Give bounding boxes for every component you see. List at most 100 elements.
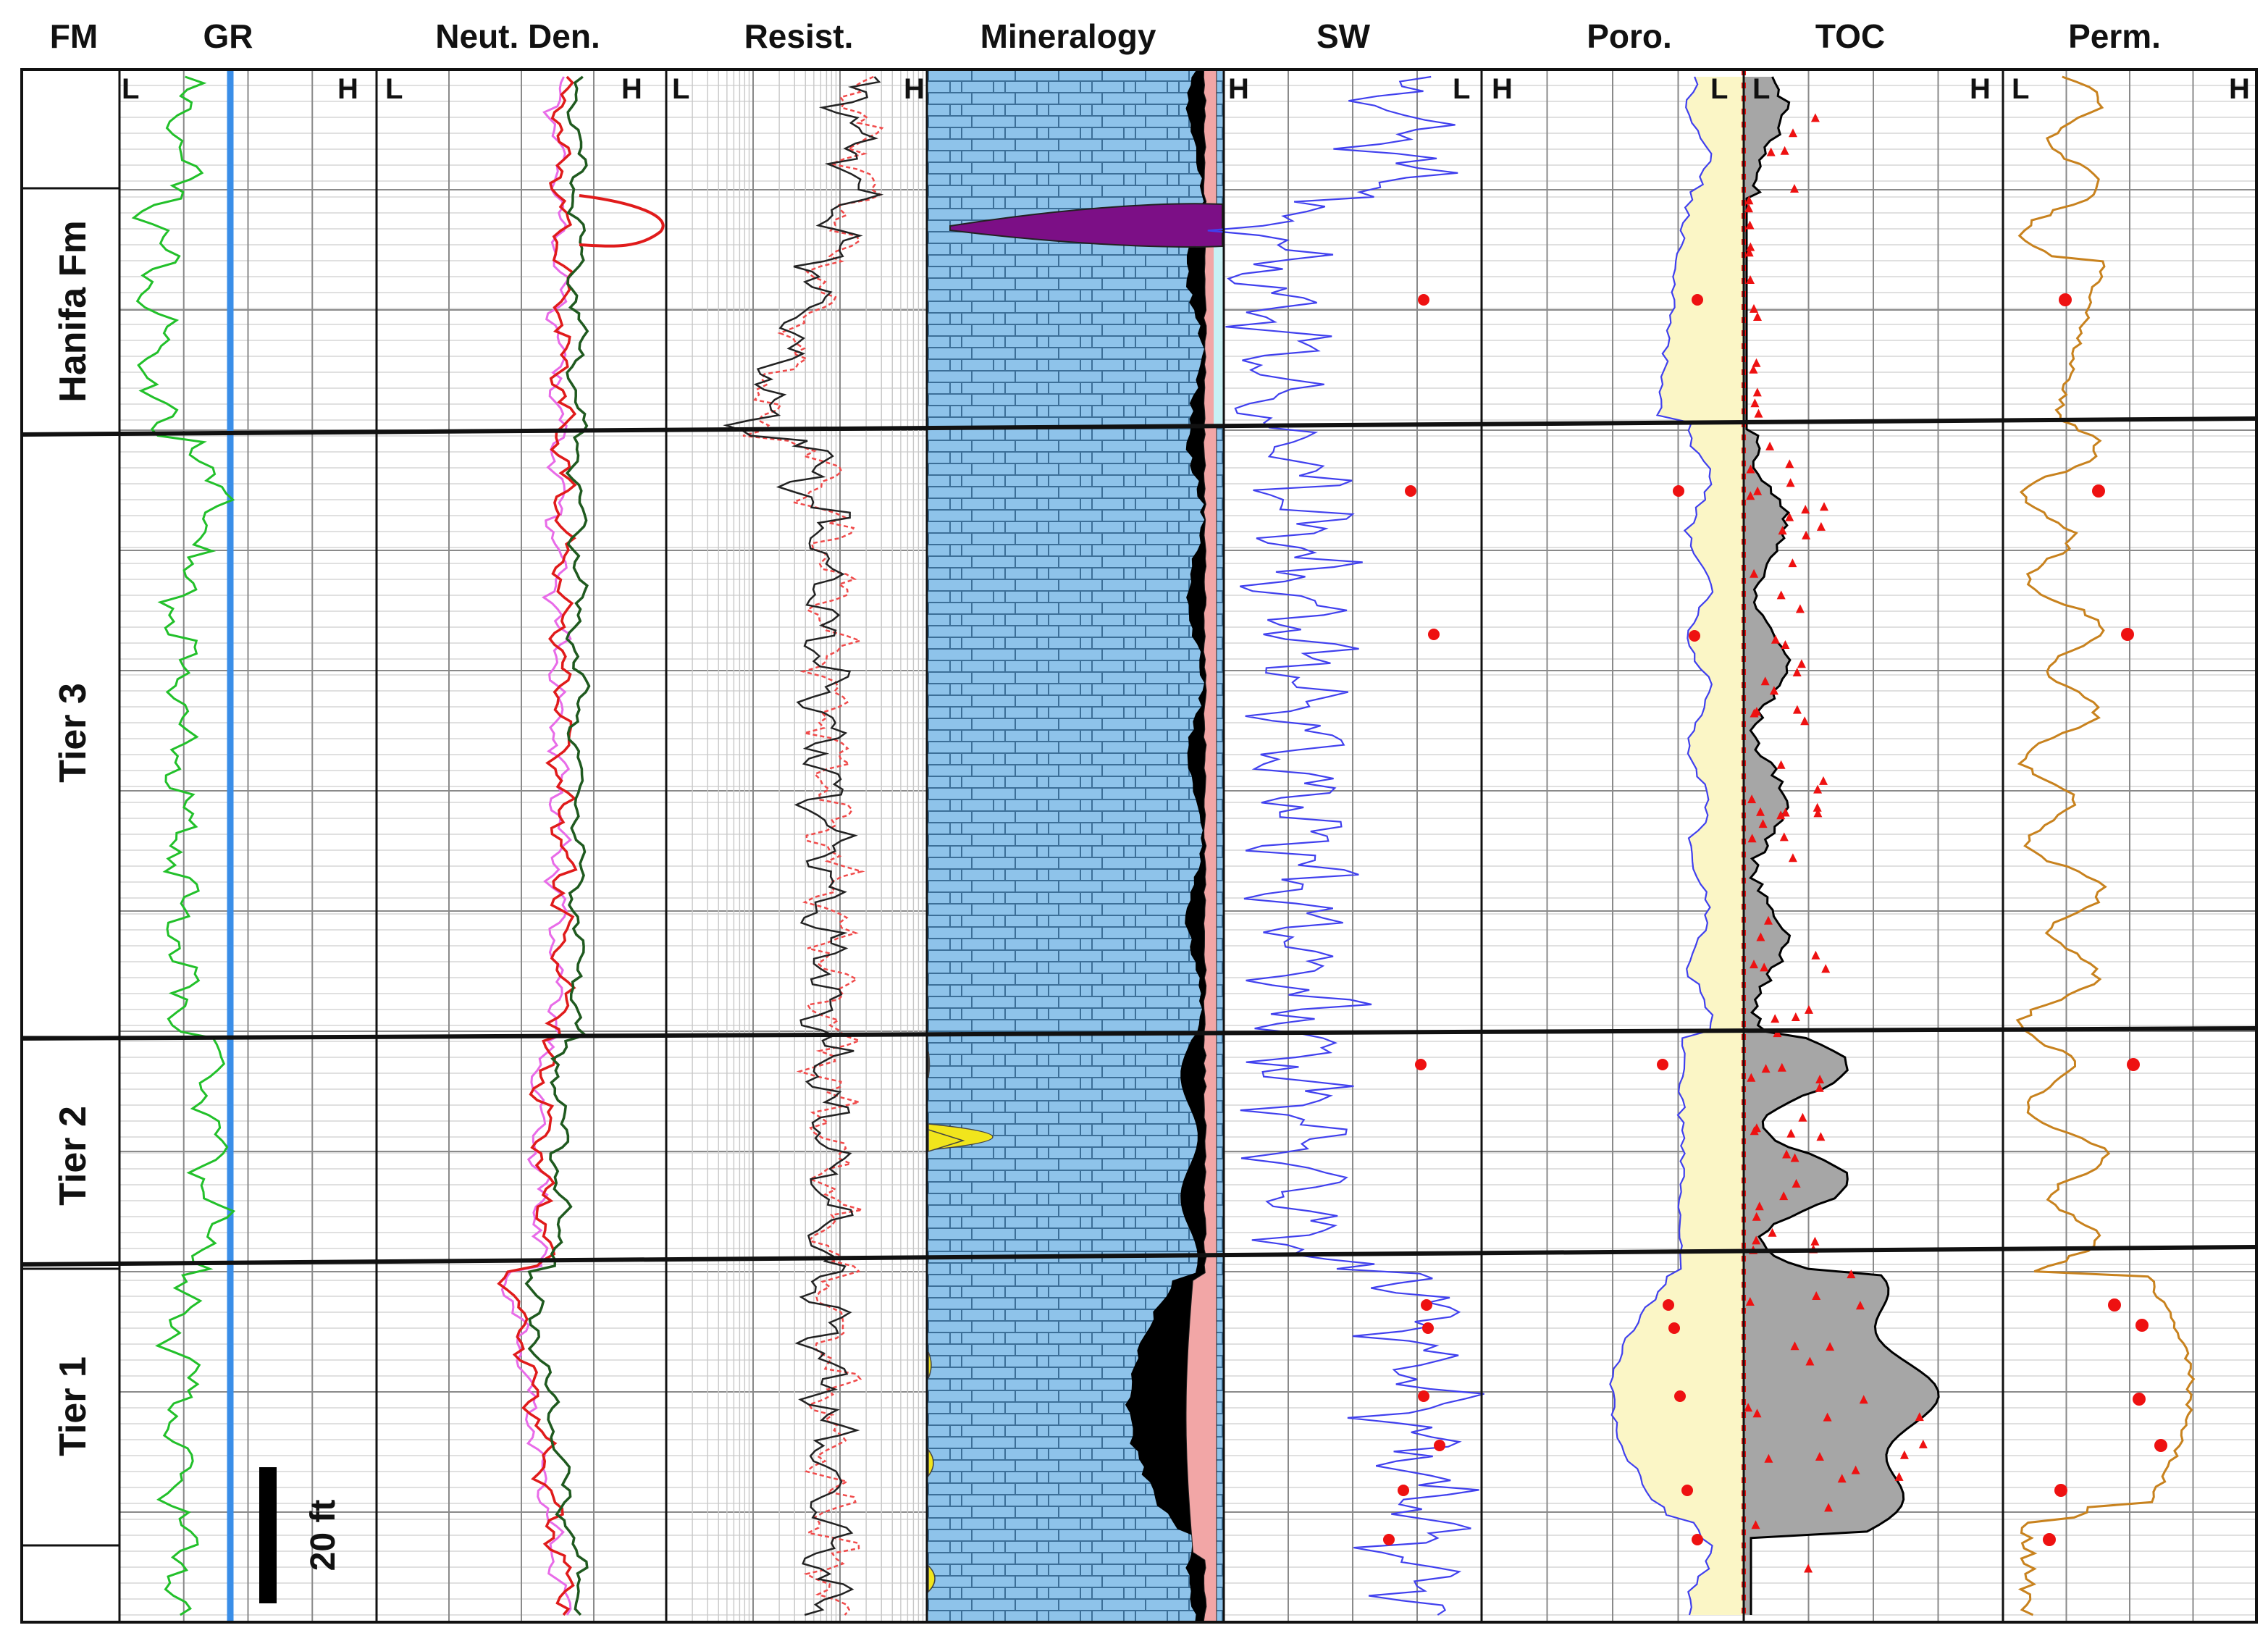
cyan-strip	[1214, 239, 1224, 427]
toc-core-point	[1805, 1004, 1813, 1014]
formation-label-tier-2: Tier 2	[52, 1106, 94, 1206]
log-curves	[131, 69, 2196, 1623]
sw-core-point	[1383, 1534, 1395, 1545]
toc-core-point	[1815, 1083, 1824, 1092]
formation-labels: Hanifa Fm Tier 3 Tier 2 Tier 1	[52, 220, 94, 1456]
gr-curve	[131, 75, 236, 1616]
header-gr: GR	[203, 17, 253, 55]
toc-core-point	[1801, 505, 1810, 514]
dolomite-lens	[928, 1564, 936, 1593]
toc-core-point	[1750, 1126, 1759, 1136]
dolomite-lens	[928, 1351, 932, 1379]
toc-core-point	[1798, 1112, 1807, 1122]
toc-core-point	[1760, 676, 1770, 686]
perm-core-point	[2127, 1058, 2140, 1071]
toc-core-point	[1859, 1395, 1868, 1404]
toc-core-point	[1918, 1439, 1928, 1448]
sw-core-point	[1415, 1059, 1427, 1070]
toc-core-point	[1779, 832, 1789, 842]
toc-core-point	[1805, 1356, 1815, 1366]
dolomite-lens	[928, 1128, 965, 1153]
poro-core-point	[1692, 1534, 1703, 1545]
toc-core-point	[1745, 1297, 1755, 1306]
toc-core-point	[1788, 558, 1797, 568]
toc-core-point	[1781, 640, 1790, 649]
toc-core-point	[1764, 1453, 1773, 1463]
toc-core-point	[1802, 530, 1811, 540]
poro-core-point	[1689, 630, 1700, 642]
toc-core-point	[1826, 1342, 1835, 1351]
toc-core-point	[1764, 915, 1773, 925]
toc-core-point	[1791, 1012, 1800, 1021]
header-neut-den: Neut. Den.	[435, 17, 600, 55]
toc-core-point	[1758, 819, 1768, 828]
perm-core-point	[2154, 1439, 2167, 1452]
sw-core-point	[1398, 1485, 1409, 1496]
toc-core-point	[1899, 1450, 1909, 1459]
anhydrite-lens	[949, 203, 1223, 248]
formation-top-line	[21, 416, 2257, 437]
toc-core-point	[1819, 776, 1828, 785]
sw-scale-right: L	[1453, 73, 1470, 105]
poro-core-point	[1681, 1485, 1693, 1496]
header-fm: FM	[50, 17, 98, 55]
toc-core-point	[1810, 113, 1820, 122]
formation-top-line	[21, 1245, 2257, 1267]
toc-core-point	[1761, 1064, 1771, 1073]
toc-core-point	[1847, 1269, 1856, 1279]
gr-scale-left: L	[122, 73, 139, 105]
poro-core-point	[1674, 1390, 1686, 1402]
toc-core-point	[1747, 794, 1757, 804]
toc-core-point	[1788, 853, 1797, 863]
toc-scale-left: L	[1752, 73, 1770, 105]
toc-core-point	[1747, 834, 1757, 843]
toc-core-point	[1816, 1132, 1826, 1141]
sw-core-point	[1428, 629, 1440, 640]
toc-core-point	[1778, 526, 1787, 535]
toc-core-point	[1821, 964, 1831, 973]
perm-core-point	[2059, 293, 2072, 306]
poro-core-point	[1657, 1059, 1668, 1070]
resist-scale-right: H	[904, 73, 925, 105]
toc-core-point	[1754, 408, 1763, 418]
resist-deep-curve	[723, 76, 884, 1616]
toc-core-point	[1792, 1178, 1801, 1188]
toc-core-point	[1786, 478, 1795, 487]
toc-core-point	[1785, 512, 1794, 521]
header-toc: TOC	[1815, 17, 1885, 55]
toc-core-point	[1810, 1236, 1820, 1246]
toc-core-point	[1750, 708, 1759, 718]
toc-core-point	[1753, 486, 1763, 495]
toc-core-point	[1749, 364, 1758, 374]
density-curve	[524, 75, 591, 1616]
toc-core-point	[1752, 358, 1761, 367]
header-mineralogy: Mineralogy	[980, 17, 1156, 55]
toc-core-point	[1781, 807, 1790, 817]
outer-frame	[20, 68, 2258, 1624]
toc-core-point	[1894, 1472, 1904, 1481]
header-poro: Poro.	[1587, 17, 1672, 55]
toc-core-point	[1815, 1075, 1825, 1083]
sw-core-point	[1418, 294, 1429, 306]
toc-core-point	[1855, 1301, 1865, 1310]
header-sw: SW	[1316, 17, 1371, 55]
toc-core-point	[1752, 1409, 1762, 1418]
toc-core-point	[1790, 1341, 1799, 1351]
toc-core-point	[1771, 1014, 1780, 1023]
poro-core-point	[1692, 294, 1703, 306]
toc-core-point	[1768, 1227, 1777, 1237]
perm-core-point	[2092, 484, 2105, 498]
resist-shallow-curve	[742, 75, 884, 1616]
perm-core-point	[2108, 1298, 2121, 1311]
toc-core-point	[1837, 1474, 1847, 1483]
poro-core-point	[1668, 1322, 1680, 1334]
porosity-curve	[1609, 76, 1714, 1616]
sw-scale-left: H	[1228, 73, 1249, 105]
formation-label-tier-3: Tier 3	[52, 683, 94, 783]
toc-core-point	[1824, 1503, 1834, 1512]
toc-core-point	[1776, 810, 1786, 820]
poro-core-point	[1663, 1299, 1674, 1311]
sw-core-point	[1418, 1390, 1429, 1402]
scale-labels: L H L H L H H L H L L H L H	[122, 73, 2250, 105]
